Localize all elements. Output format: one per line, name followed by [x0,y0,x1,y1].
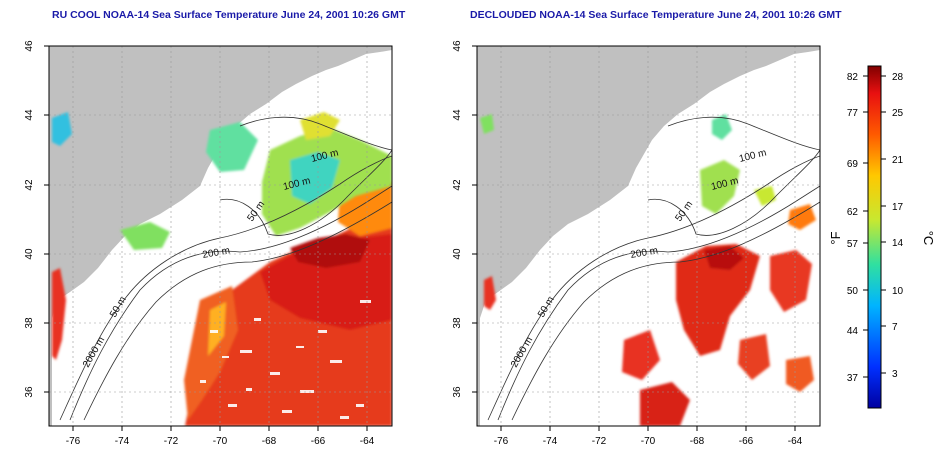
sst-cool-shelf [52,112,392,360]
contour-label: 200 m [630,245,659,261]
y-tick-label: 46 [452,40,463,52]
y-ticks [472,45,477,393]
fahrenheit-tick: 57 [847,239,859,250]
y-tick-label: 38 [24,317,35,329]
fahrenheit-tick: 37 [847,373,859,384]
celsius-tick: 3 [892,369,898,380]
fahrenheit-tick: 82 [847,72,859,83]
fahrenheit-unit-label: °F [828,231,843,244]
bathymetry-contours [487,116,820,421]
x-tick-labels: -76 -74 -72 -70 -68 -66 -64 [494,436,803,447]
x-tick-label: -76 [66,436,81,447]
bathymetry-contours [59,116,392,421]
graticule [49,46,392,426]
fahrenheit-tick: 62 [847,207,859,218]
fahrenheit-tick: 77 [847,108,859,119]
fahrenheit-tick: 50 [847,286,859,297]
x-tick-label: -64 [360,436,375,447]
x-tick-label: -70 [641,436,656,447]
fahrenheit-tick: 69 [847,159,859,170]
y-tick-label: 36 [452,386,463,398]
celsius-tick: 10 [892,286,904,297]
colorbar-c-ticks [881,75,886,374]
celsius-tick: 17 [892,202,904,213]
contour-label: 200 m [202,245,231,261]
x-ticks [72,426,368,431]
celsius-tick: 21 [892,155,904,166]
y-tick-label: 46 [24,40,35,52]
x-tick-label: -72 [592,436,607,447]
celsius-unit-label: °C [921,231,936,246]
y-tick-label: 38 [452,317,463,329]
x-tick-label: -72 [164,436,179,447]
y-tick-label: 42 [452,179,463,191]
x-ticks [500,426,796,431]
celsius-tick: 25 [892,108,904,119]
colorbar-c-labels: 28 25 21 17 14 10 7 3 [892,72,904,380]
x-tick-label: -74 [543,436,558,447]
celsius-tick: 28 [892,72,904,83]
x-tick-label: -76 [494,436,509,447]
x-tick-label: -68 [690,436,705,447]
y-tick-label: 44 [24,109,35,121]
right-panel-title: DECLOUDED NOAA-14 Sea Surface Temperatur… [470,9,842,21]
x-tick-label: -66 [739,436,754,447]
colorbar: 82 77 69 62 57 50 44 37 28 25 21 17 14 1… [828,65,936,409]
y-tick-label: 44 [452,109,463,121]
y-tick-labels: 36 38 40 42 44 46 [452,40,463,398]
x-tick-labels: -76 -74 -72 -70 -68 -66 -64 [66,436,375,447]
x-tick-label: -74 [115,436,130,447]
x-tick-label: -70 [213,436,228,447]
ocean-area [480,50,820,426]
left-map-panel: 100 m 100 m 50 m 200 m 50 m 2000 m [24,40,393,447]
y-tick-label: 40 [24,248,35,260]
y-tick-label: 42 [24,179,35,191]
y-tick-labels: 36 38 40 42 44 46 [24,40,35,398]
x-tick-label: -66 [311,436,326,447]
y-tick-label: 40 [452,248,463,260]
colorbar-f-labels: 82 77 69 62 57 50 44 37 [847,72,859,384]
sst-cool-patches [480,114,776,214]
left-panel-title: RU COOL NOAA-14 Sea Surface Temperature … [52,9,406,21]
y-ticks [44,45,49,393]
graticule [477,46,820,426]
sst-warm-field [184,182,392,426]
colorbar-f-ticks [863,75,868,378]
x-tick-label: -68 [262,436,277,447]
x-tick-label: -64 [788,436,803,447]
celsius-tick: 14 [892,238,904,249]
y-tick-label: 36 [24,386,35,398]
fahrenheit-tick: 44 [847,326,859,337]
colorbar-gradient [867,65,882,409]
right-map-panel: 100 m 100 m 50 m 200 m 50 m 2000 m [452,40,821,447]
cloud-speckle [200,300,371,419]
celsius-tick: 7 [892,322,898,333]
